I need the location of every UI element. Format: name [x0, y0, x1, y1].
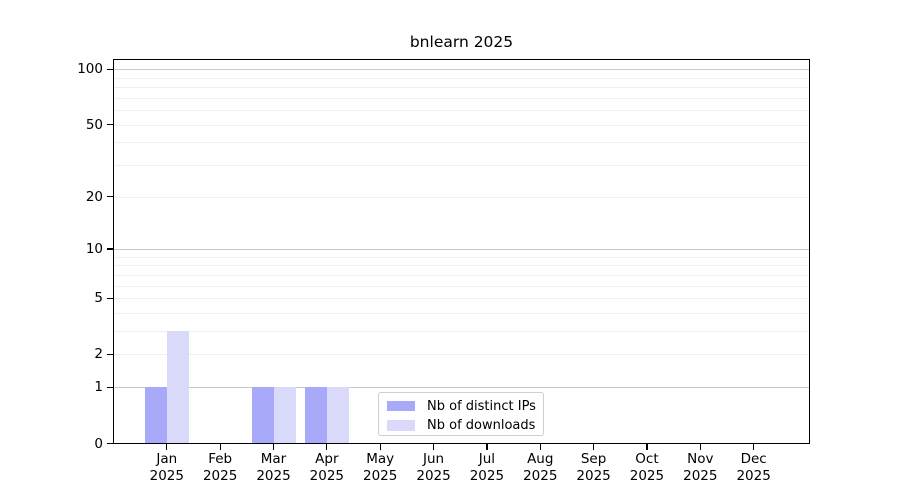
y-tick-mark — [107, 248, 113, 250]
x-tick-year: 2025 — [363, 468, 398, 484]
y-tick-mark — [107, 123, 113, 126]
x-tick-label: Oct 2025 — [615, 451, 679, 485]
x-tick-mark — [166, 443, 168, 450]
gridline-minor — [113, 285, 810, 287]
x-tick-year: 2025 — [416, 468, 451, 484]
y-tick-label: 50 — [85, 116, 103, 133]
x-tick-year: 2025 — [523, 468, 558, 484]
y-tick-label: 1 — [94, 379, 103, 396]
x-tick-month: Apr — [315, 451, 339, 467]
y-tick-mark — [107, 297, 113, 299]
x-tick-label: Mar 2025 — [242, 451, 306, 485]
y-tick-mark — [107, 386, 113, 388]
x-tick-mark — [753, 443, 755, 450]
x-tick-month: Jan — [156, 451, 178, 467]
x-tick-year: 2025 — [256, 468, 291, 484]
legend: Nb of distinct IPs Nb of downloads — [378, 391, 544, 436]
x-tick-month: Feb — [208, 451, 233, 467]
plot-area — [113, 59, 810, 444]
y-tick-label: 10 — [85, 241, 103, 257]
gridline-minor — [113, 77, 810, 79]
x-tick-label: Jun 2025 — [402, 451, 466, 485]
x-tick-year: 2025 — [202, 468, 238, 484]
gridline-major — [113, 69, 810, 71]
x-tick-mark — [539, 443, 541, 450]
gridline-minor — [113, 354, 810, 356]
gridline-minor — [113, 331, 810, 333]
gridline-minor — [113, 97, 810, 99]
gridline-minor — [113, 196, 810, 198]
y-tick-mark — [107, 195, 113, 198]
x-tick-label: Nov 2025 — [668, 451, 732, 485]
gridline-minor — [113, 124, 810, 126]
gridline-minor — [113, 164, 810, 166]
x-tick-mark — [646, 443, 648, 450]
legend-item-distinct-ips: Nb of distinct IPs — [387, 398, 543, 414]
x-tick-mark — [326, 443, 328, 450]
bar-distinct-ips — [251, 387, 274, 444]
gridline-minor — [113, 110, 810, 112]
x-tick-label: Jul 2025 — [455, 451, 519, 485]
x-tick-month: Oct — [635, 451, 659, 467]
x-tick-mark — [379, 443, 381, 450]
x-tick-mark — [592, 443, 595, 450]
y-tick-label: 0 — [94, 435, 103, 452]
x-tick-month: Mar — [260, 451, 287, 467]
legend-swatch-distinct-ips-icon — [387, 400, 415, 412]
gridline-minor — [113, 142, 810, 144]
x-tick-year: 2025 — [309, 468, 345, 484]
gridline-major — [113, 387, 810, 389]
y-tick-label: 5 — [94, 290, 103, 307]
gridline-minor — [113, 274, 810, 276]
x-tick-mark — [486, 443, 488, 450]
y-tick-mark — [107, 68, 113, 70]
x-tick-mark — [432, 443, 435, 450]
x-tick-label: Jan 2025 — [135, 451, 199, 485]
gridline-minor — [113, 298, 810, 300]
y-tick-mark — [107, 442, 113, 445]
y-tick-label: 100 — [77, 61, 103, 78]
y-tick-label: 20 — [85, 188, 103, 205]
x-tick-year: 2025 — [469, 468, 505, 484]
gridline-major — [113, 249, 810, 251]
chart-title: bnlearn 2025 — [409, 33, 514, 51]
y-tick-mark — [107, 353, 113, 356]
bar-distinct-ips — [144, 387, 167, 444]
gridline-minor — [113, 312, 810, 314]
bar-distinct-ips — [304, 387, 327, 444]
legend-swatch-downloads-icon — [387, 420, 415, 431]
x-tick-month: Nov — [687, 451, 714, 467]
x-tick-label: May 2025 — [348, 451, 412, 485]
x-tick-year: 2025 — [736, 468, 771, 484]
gridline-minor — [113, 265, 810, 267]
x-tick-label: Dec 2025 — [722, 451, 786, 485]
x-tick-mark — [699, 443, 701, 450]
gridline-minor — [113, 87, 810, 89]
x-tick-month: Dec — [740, 451, 767, 467]
x-tick-month: Sep — [580, 451, 607, 467]
x-tick-month: Aug — [527, 451, 554, 467]
y-tick-label: 2 — [94, 346, 103, 363]
x-tick-label: Feb 2025 — [188, 451, 252, 485]
legend-label-distinct-ips: Nb of distinct IPs — [427, 398, 536, 414]
bar-downloads — [273, 387, 296, 444]
gridline-minor — [113, 256, 810, 258]
x-tick-year: 2025 — [149, 468, 184, 484]
x-tick-year: 2025 — [629, 468, 665, 484]
x-tick-mark — [219, 443, 221, 450]
x-tick-mark — [272, 443, 275, 450]
x-tick-label: Aug 2025 — [508, 451, 572, 485]
x-tick-label: Apr 2025 — [295, 451, 359, 485]
x-tick-month: May — [366, 451, 395, 467]
x-tick-year: 2025 — [576, 468, 611, 484]
x-tick-year: 2025 — [683, 468, 718, 484]
bar-downloads — [166, 331, 189, 444]
legend-label-downloads: Nb of downloads — [427, 418, 536, 433]
x-tick-month: Jul — [478, 451, 496, 467]
x-tick-label: Sep 2025 — [562, 451, 626, 485]
legend-item-downloads: Nb of downloads — [387, 418, 543, 434]
bar-downloads — [326, 387, 349, 444]
x-tick-month: Jun — [423, 451, 445, 467]
